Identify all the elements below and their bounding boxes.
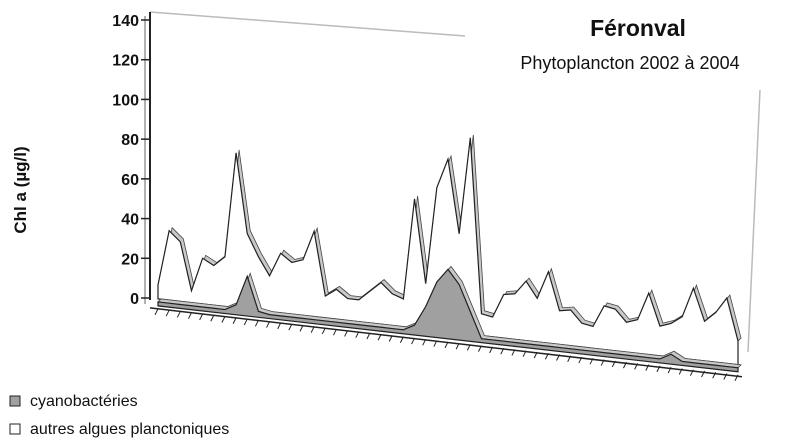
y-tick-label: 80 bbox=[121, 132, 139, 149]
legend-label: cyanobactéries bbox=[30, 393, 138, 410]
x-tick bbox=[176, 311, 181, 318]
x-tick bbox=[567, 355, 572, 362]
legend-swatch bbox=[9, 423, 21, 435]
x-tick bbox=[712, 372, 717, 379]
x-tick bbox=[634, 363, 639, 370]
x-tick bbox=[154, 308, 159, 316]
x-tick bbox=[288, 323, 293, 331]
x-tick bbox=[645, 364, 650, 371]
x-tick bbox=[678, 368, 683, 375]
x-tick bbox=[355, 331, 360, 338]
x-tick bbox=[444, 341, 449, 349]
x-tick bbox=[511, 349, 516, 356]
x-tick bbox=[489, 346, 494, 354]
chart-title: Féronval bbox=[590, 15, 686, 41]
x-tick bbox=[266, 321, 270, 328]
x-tick bbox=[656, 365, 661, 373]
x-tick bbox=[478, 345, 482, 352]
x-tick bbox=[522, 350, 527, 357]
x-tick bbox=[254, 320, 259, 327]
x-tick bbox=[544, 353, 549, 360]
x-tick bbox=[165, 309, 170, 317]
x-tick bbox=[277, 322, 282, 330]
x-tick bbox=[667, 366, 672, 374]
x-tick bbox=[399, 336, 404, 343]
x-tick bbox=[589, 358, 594, 365]
x-tick bbox=[556, 354, 560, 361]
x-tick bbox=[232, 317, 237, 324]
x-tick bbox=[455, 342, 460, 350]
y-tick-label: 0 bbox=[130, 291, 139, 308]
x-tick bbox=[623, 361, 627, 369]
x-tick bbox=[199, 313, 204, 321]
x-tick bbox=[466, 344, 471, 351]
y-tick-label: 100 bbox=[112, 92, 139, 109]
x-tick bbox=[533, 351, 538, 359]
x-tick bbox=[210, 315, 215, 322]
x-tick bbox=[221, 316, 226, 323]
chart-subtitle: Phytoplancton 2002 à 2004 bbox=[520, 53, 739, 73]
y-axis-label: Chl a (µg/l) bbox=[11, 146, 30, 233]
x-tick bbox=[701, 370, 705, 378]
x-tick bbox=[734, 374, 739, 381]
area bbox=[157, 137, 739, 366]
side-wall bbox=[747, 89, 761, 353]
x-tick bbox=[433, 340, 438, 347]
x-tick bbox=[689, 369, 694, 376]
x-tick bbox=[321, 327, 326, 335]
x-tick bbox=[411, 337, 415, 345]
x-tick bbox=[243, 318, 248, 326]
x-tick bbox=[578, 356, 583, 364]
x-tick bbox=[310, 326, 315, 333]
x-tick bbox=[422, 339, 427, 346]
x-tick bbox=[611, 360, 616, 368]
x-axis bbox=[149, 307, 743, 378]
x-tick bbox=[388, 335, 393, 342]
legend-label: autres algues planctoniques bbox=[30, 421, 229, 438]
x-tick bbox=[377, 334, 382, 341]
x-tick bbox=[188, 312, 192, 319]
x-tick bbox=[333, 328, 337, 336]
y-tick-label: 20 bbox=[121, 251, 139, 268]
y-tick-label: 120 bbox=[112, 53, 139, 70]
y-tick-label: 140 bbox=[112, 13, 139, 30]
x-tick bbox=[500, 347, 505, 355]
back-wall-top bbox=[149, 11, 466, 37]
x-tick bbox=[366, 332, 371, 340]
x-tick bbox=[299, 325, 304, 332]
x-tick bbox=[723, 373, 728, 380]
y-tick-label: 40 bbox=[121, 212, 139, 229]
x-tick bbox=[344, 330, 349, 337]
legend-swatch bbox=[9, 395, 21, 407]
y-tick-label: 60 bbox=[121, 172, 139, 189]
area bbox=[157, 268, 739, 373]
x-tick bbox=[600, 359, 605, 366]
